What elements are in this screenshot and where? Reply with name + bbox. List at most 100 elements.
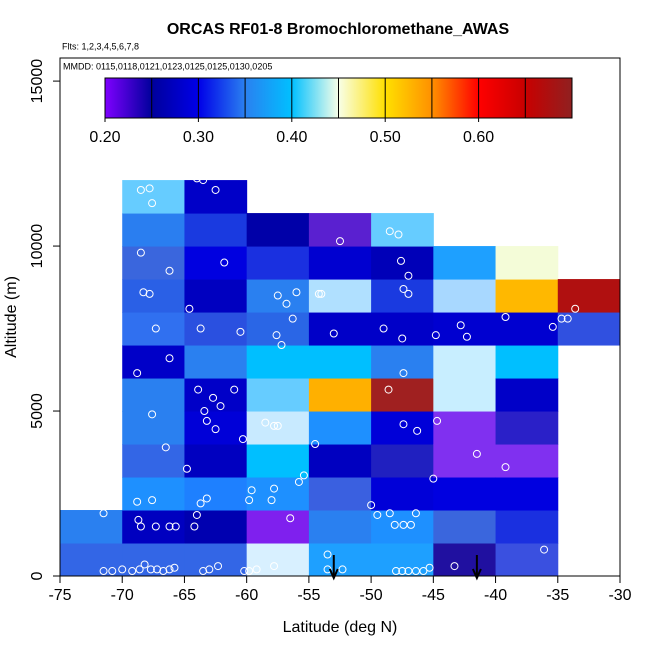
heatmap-cell bbox=[246, 345, 310, 379]
heatmap-cell bbox=[246, 213, 310, 247]
heatmap-cell bbox=[495, 279, 559, 313]
heatmap-cell bbox=[246, 477, 310, 511]
sample-point bbox=[205, 565, 214, 574]
heatmap-cell bbox=[308, 510, 372, 544]
sample-point bbox=[151, 324, 160, 333]
sample-point bbox=[146, 565, 155, 574]
colorbar-tick-label: 0.30 bbox=[183, 129, 214, 146]
heatmap-cell bbox=[246, 411, 310, 445]
sample-point bbox=[216, 402, 225, 411]
heatmap-cell bbox=[60, 510, 123, 544]
y-tick-label: 5000 bbox=[29, 393, 46, 429]
sample-point bbox=[112, 435, 120, 444]
heatmap-cell bbox=[122, 411, 185, 445]
sample-point bbox=[165, 522, 174, 531]
sample-point bbox=[450, 562, 459, 571]
sample-point bbox=[245, 496, 254, 505]
sample-point bbox=[196, 499, 205, 508]
arrow-marker bbox=[471, 555, 482, 581]
heatmap-cell bbox=[557, 312, 621, 346]
sample-point bbox=[282, 299, 291, 308]
heatmap-cell bbox=[122, 444, 185, 478]
sample-point bbox=[194, 385, 203, 394]
sample-point bbox=[270, 484, 279, 493]
heatmap-cell bbox=[308, 246, 372, 280]
sample-point bbox=[311, 440, 320, 449]
heatmap-cell bbox=[184, 213, 248, 247]
sample-point bbox=[317, 289, 326, 298]
sample-point bbox=[406, 520, 415, 529]
heatmap-cell bbox=[246, 543, 310, 577]
heatmap-cell bbox=[246, 246, 310, 280]
x-tick-label: -30 bbox=[608, 587, 631, 604]
heatmap-cell bbox=[184, 345, 248, 379]
x-tick-label: -45 bbox=[422, 587, 445, 604]
sample-point bbox=[385, 227, 394, 236]
heatmap-cell bbox=[184, 444, 248, 478]
x-tick-label: -40 bbox=[484, 587, 507, 604]
heatmap-cell bbox=[246, 279, 310, 313]
heatmap-cell bbox=[495, 378, 559, 412]
sample-point bbox=[399, 369, 408, 378]
heatmap-cell bbox=[60, 543, 123, 577]
heatmap-cell bbox=[184, 180, 248, 214]
heatmap-cell bbox=[433, 345, 497, 379]
sample-point bbox=[277, 341, 286, 350]
plot-frame bbox=[59, 57, 621, 577]
sample-point bbox=[200, 407, 209, 416]
sample-point bbox=[404, 289, 413, 298]
sample-point bbox=[145, 184, 154, 193]
sample-point bbox=[336, 237, 344, 246]
heatmap-cell bbox=[184, 246, 248, 280]
sample-point bbox=[196, 324, 205, 333]
sample-point bbox=[557, 314, 566, 323]
sample-point bbox=[392, 567, 400, 576]
heatmap-cell bbox=[371, 378, 434, 412]
heatmap-cell bbox=[433, 543, 497, 577]
heatmap-cell bbox=[495, 246, 559, 280]
heatmap-cell bbox=[433, 312, 497, 346]
sample-point bbox=[270, 562, 279, 571]
y-tick-label: 10000 bbox=[29, 224, 46, 269]
heatmap-cell bbox=[495, 411, 559, 445]
sample-point bbox=[472, 449, 481, 458]
sample-point bbox=[379, 324, 388, 333]
sample-point bbox=[373, 510, 382, 519]
sample-point bbox=[270, 421, 279, 430]
sample-point bbox=[563, 314, 572, 323]
heatmap-cell bbox=[557, 279, 621, 313]
sample-point bbox=[202, 494, 211, 503]
heatmap-cell bbox=[308, 543, 372, 577]
sample-point bbox=[462, 332, 471, 341]
heatmap-cell bbox=[433, 246, 497, 280]
annotation: MMDD: 0115,0118,0121,0123,0125,0125,0130… bbox=[63, 61, 272, 71]
sample-point bbox=[170, 563, 179, 572]
heatmap-cell bbox=[308, 213, 372, 247]
sample-point bbox=[399, 284, 408, 293]
heatmap-cell bbox=[495, 312, 559, 346]
sample-point bbox=[136, 248, 145, 257]
sample-point bbox=[240, 567, 249, 576]
sample-point bbox=[165, 565, 174, 574]
sample-point bbox=[273, 421, 282, 430]
heatmap-cell bbox=[371, 345, 434, 379]
heatmap-cell bbox=[122, 279, 185, 313]
heatmap-cell bbox=[308, 279, 372, 313]
heatmap-cell bbox=[371, 213, 434, 247]
sample-point bbox=[151, 522, 160, 531]
heatmap-cell bbox=[308, 477, 372, 511]
sample-point bbox=[211, 185, 220, 194]
sample-point bbox=[292, 288, 301, 297]
y-tick-label: 0 bbox=[29, 571, 46, 580]
sample-point bbox=[211, 425, 220, 434]
heatmap-cell bbox=[371, 510, 434, 544]
y-tick-label: 15000 bbox=[29, 59, 46, 104]
heatmap-cell bbox=[184, 279, 248, 313]
heatmap-cell bbox=[308, 345, 372, 379]
sample-point bbox=[396, 256, 405, 265]
colorbar-tick-label: 0.20 bbox=[89, 129, 120, 146]
sample-point bbox=[425, 563, 434, 572]
heatmap-cell bbox=[433, 510, 497, 544]
heatmap-cell bbox=[433, 378, 497, 412]
